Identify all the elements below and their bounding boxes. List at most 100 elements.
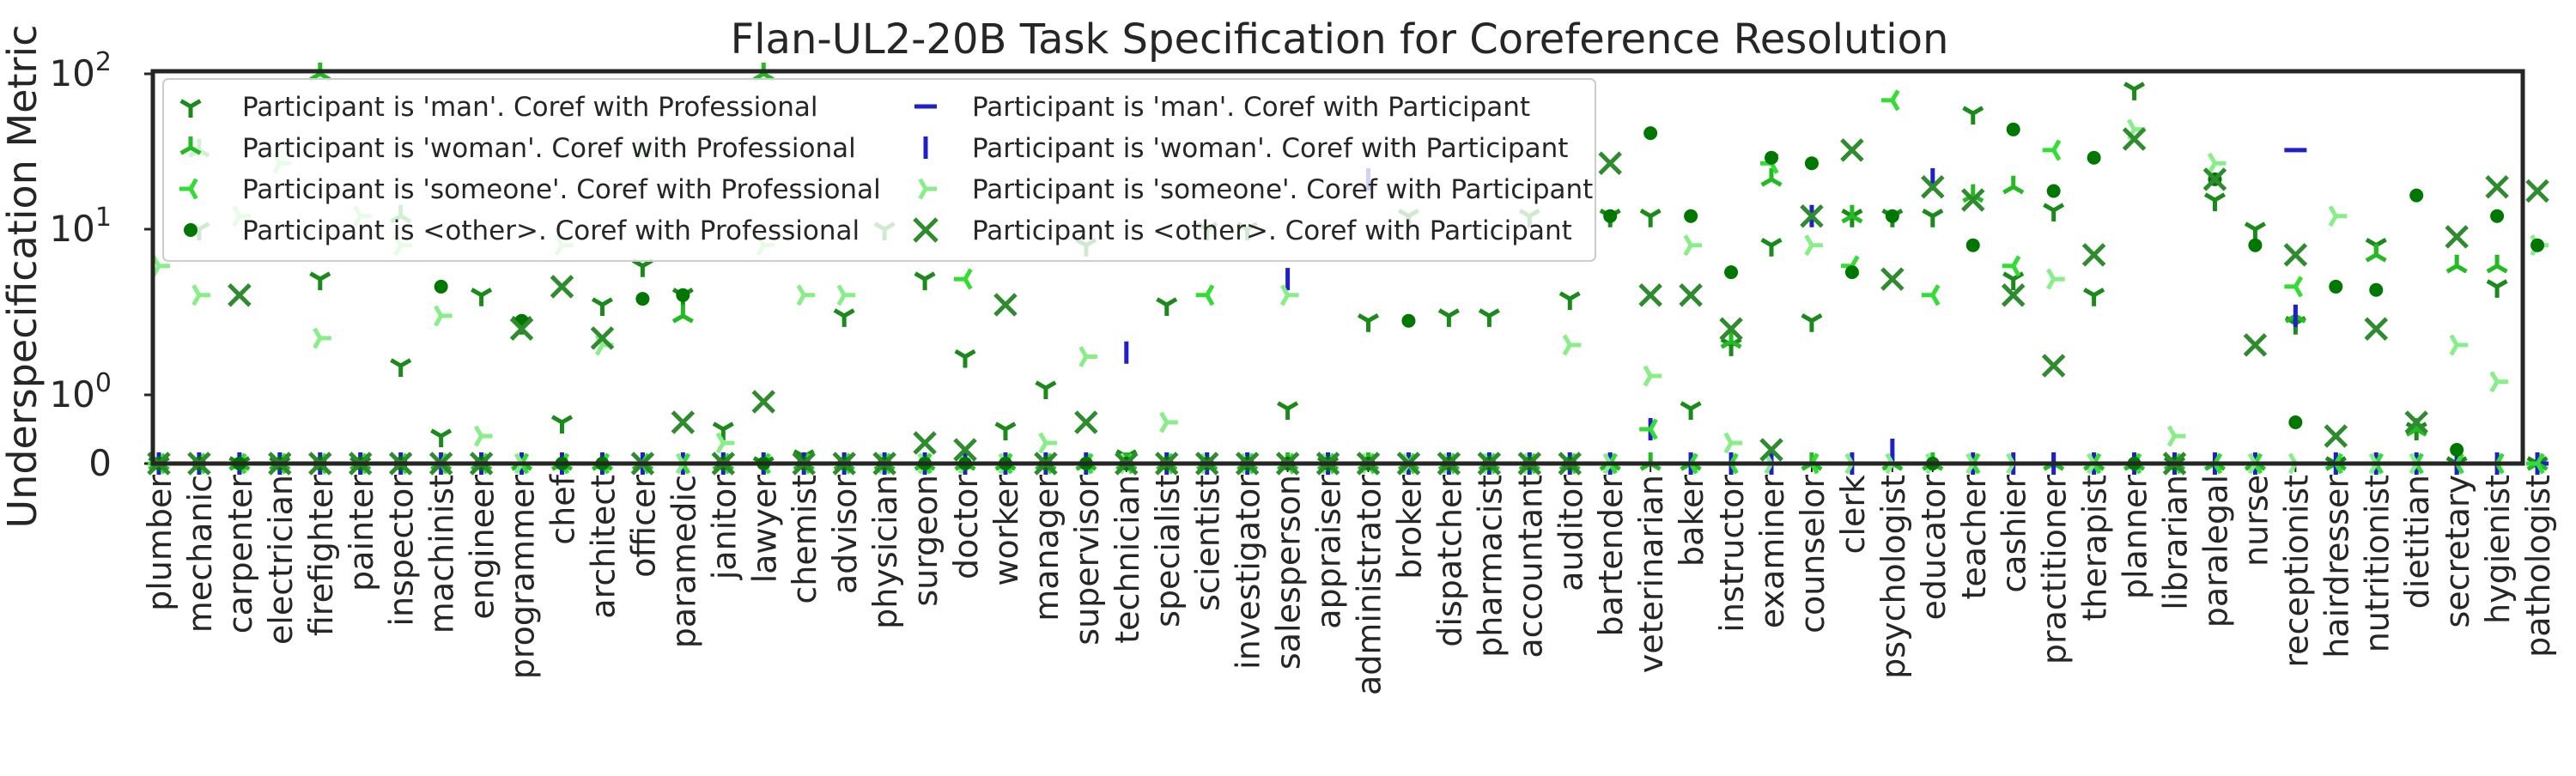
- point-s6-veterinarian: [1643, 126, 1658, 141]
- point-s6-bartender: [1603, 209, 1618, 223]
- x-tick-label-hairdresser: hairdresser: [2318, 475, 2355, 658]
- x-tick-label-pharmacist: pharmacist: [1471, 475, 1509, 658]
- x-tick-label-programmer: programmer: [504, 475, 542, 680]
- point-s4-veterinarian: [1639, 418, 1658, 440]
- x-tick-label-auditor: auditor: [1552, 475, 1589, 591]
- point-s0-chef: [550, 415, 574, 433]
- x-tick-label-administrator: administrator: [1351, 475, 1388, 695]
- point-s6-therapist: [2087, 150, 2101, 165]
- point-s7-chef: [550, 275, 574, 299]
- x-tick-label-dispatcher: dispatcher: [1431, 475, 1468, 647]
- x-tick-label-technician: technician: [1109, 475, 1146, 644]
- point-s7-programmer: [509, 317, 534, 341]
- point-s2-secretary: [2445, 254, 2468, 274]
- point-s6-teacher: [1965, 238, 1980, 252]
- point-s0-dispatcher: [1437, 308, 1460, 327]
- point-s7-examiner: [1759, 438, 1783, 462]
- point-s7-carpenter: [228, 283, 252, 307]
- point-s5-machinist: [434, 305, 453, 327]
- point-s5-supervisor: [1078, 346, 1097, 368]
- legend-label-5: Participant is 'someone'. Coref with Par…: [972, 174, 1593, 205]
- point-s7-nutritionist: [2364, 317, 2389, 341]
- point-s5-mechanic: [191, 284, 210, 306]
- legend-marker-6: [184, 223, 197, 237]
- point-s0-manager: [1035, 380, 1057, 399]
- x-tick-label-secretary: secretary: [2439, 475, 2476, 628]
- x-tick-label-worker: worker: [987, 475, 1025, 586]
- x-tick-label-lawyer: lawyer: [745, 475, 783, 584]
- x-tick-label-counselor: counselor: [1794, 475, 1832, 634]
- y-tick-label: 101: [49, 203, 112, 250]
- x-tick-label-psychologist: psychologist: [1874, 475, 1912, 679]
- x-tick-label-doctor: doctor: [947, 475, 985, 579]
- legend-marker-4: [179, 178, 198, 200]
- point-s6-baker: [1684, 209, 1698, 223]
- point-s7-educator: [1921, 174, 1945, 199]
- point-s0-therapist: [2083, 288, 2105, 306]
- point-s4-doctor: [953, 268, 973, 290]
- legend-box: [162, 78, 1596, 262]
- point-s7-cashier: [2001, 283, 2026, 307]
- point-s5-librarian: [2166, 425, 2186, 447]
- point-s2-hygienist: [2486, 254, 2508, 274]
- point-s0-veterinarian: [1639, 209, 1662, 227]
- point-s5-advisor: [836, 284, 856, 306]
- point-s6-pathologist: [2530, 238, 2545, 252]
- legend-label-1: Participant is 'man'. Coref with Partici…: [972, 92, 1530, 123]
- point-s6-officer: [635, 292, 650, 306]
- legend-label-4: Participant is 'someone'. Coref with Pro…: [242, 174, 881, 205]
- point-s7-baker: [1679, 283, 1703, 307]
- point-s0-inspector: [390, 358, 412, 377]
- x-tick-label-veterinarian: veterinarian: [1632, 475, 1670, 673]
- point-s0-educator: [1922, 209, 1944, 227]
- point-s7-lawyer: [751, 390, 776, 414]
- point-s0-architect: [591, 297, 613, 317]
- point-s4-practitioner: [2042, 139, 2062, 161]
- x-tick-label-supervisor: supervisor: [1068, 475, 1106, 646]
- x-tick-label-officer: officer: [624, 475, 662, 578]
- x-tick-label-inspector: inspector: [383, 475, 421, 627]
- legend-label-6: Participant is <other>. Coref with Profe…: [242, 215, 860, 246]
- x-tick-label-chemist: chemist: [786, 475, 823, 604]
- point-s0-teacher: [1962, 106, 1984, 125]
- x-tick-label-pathologist: pathologist: [2519, 475, 2557, 658]
- point-s5-engineer: [473, 425, 493, 447]
- x-tick-label-instructor: instructor: [1713, 475, 1751, 633]
- point-s7-architect: [590, 326, 615, 350]
- point-s7-clerk: [1840, 138, 1864, 162]
- point-s0-salesperson: [1277, 401, 1299, 420]
- point-s5-janitor: [715, 432, 735, 454]
- point-s6-nutritionist: [2369, 282, 2384, 297]
- point-s0-cashier: [2002, 271, 2025, 291]
- point-s6-counselor: [1804, 156, 1819, 171]
- point-s6-examiner: [1765, 150, 1778, 165]
- point-s6-dietitian: [2409, 188, 2424, 203]
- point-s0-machinist: [430, 428, 453, 448]
- x-tick-label-librarian: librarian: [2157, 475, 2195, 610]
- legend-label-7: Participant is <other>. Coref with Parti…: [972, 215, 1572, 246]
- x-tick-label-painter: painter: [343, 475, 380, 591]
- x-tick-label-nutritionist: nutritionist: [2358, 475, 2396, 652]
- point-s7-paramedic: [671, 410, 696, 434]
- point-s6-instructor: [1724, 265, 1739, 280]
- x-tick-label-appraiser: appraiser: [1310, 475, 1348, 629]
- point-s5-baker: [1683, 234, 1703, 257]
- point-s6-psychologist: [1885, 209, 1899, 223]
- point-s0-administrator: [1357, 313, 1380, 332]
- point-s6-hairdresser: [2329, 279, 2343, 294]
- x-tick-label-physician: physician: [866, 475, 904, 629]
- point-s7-hairdresser: [2324, 424, 2348, 448]
- x-tick-label-examiner: examiner: [1753, 475, 1791, 629]
- chart-title: Flan-UL2-20B Task Specification for Core…: [731, 15, 1949, 64]
- x-tick-label-specialist: specialist: [1149, 475, 1187, 627]
- x-tick-label-hygienist: hygienist: [2479, 475, 2517, 624]
- legend: Participant is 'man'. Coref with Profess…: [162, 78, 1596, 262]
- legend-marker-2: [179, 136, 202, 155]
- point-s2-nutritionist: [2365, 243, 2387, 263]
- x-tick-label-surgeon: surgeon: [907, 475, 945, 607]
- point-s5-practitioner: [2046, 268, 2065, 290]
- point-s4-receptionist: [2284, 276, 2304, 298]
- point-s7-practitioner: [2041, 354, 2066, 378]
